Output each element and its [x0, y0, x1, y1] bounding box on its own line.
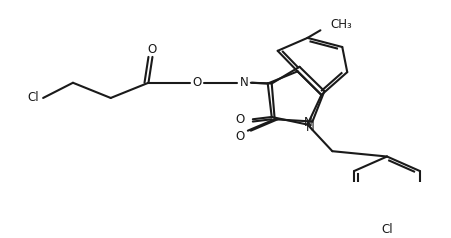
Text: N: N: [304, 116, 312, 129]
Text: Cl: Cl: [380, 223, 392, 236]
Text: N: N: [305, 121, 314, 134]
Text: Cl: Cl: [28, 91, 39, 104]
Text: O: O: [235, 113, 244, 126]
Text: CH₃: CH₃: [330, 18, 351, 31]
Text: N: N: [239, 76, 248, 89]
Text: O: O: [147, 43, 157, 56]
Text: O: O: [235, 130, 244, 143]
Text: O: O: [192, 76, 201, 89]
